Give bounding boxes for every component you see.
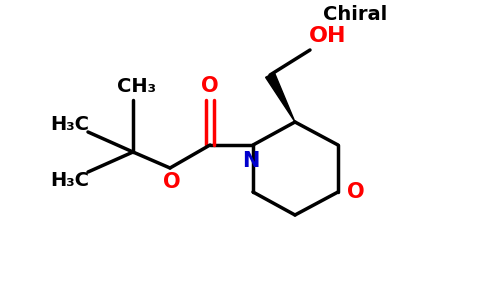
Text: H₃C: H₃C — [50, 115, 90, 134]
Polygon shape — [266, 73, 295, 122]
Text: H₃C: H₃C — [50, 170, 90, 190]
Text: CH₃: CH₃ — [118, 77, 156, 97]
Text: N: N — [242, 151, 260, 171]
Text: O: O — [201, 76, 219, 96]
Text: OH: OH — [309, 26, 347, 46]
Text: O: O — [163, 172, 181, 192]
Text: O: O — [347, 182, 365, 202]
Text: Chiral: Chiral — [323, 5, 387, 25]
